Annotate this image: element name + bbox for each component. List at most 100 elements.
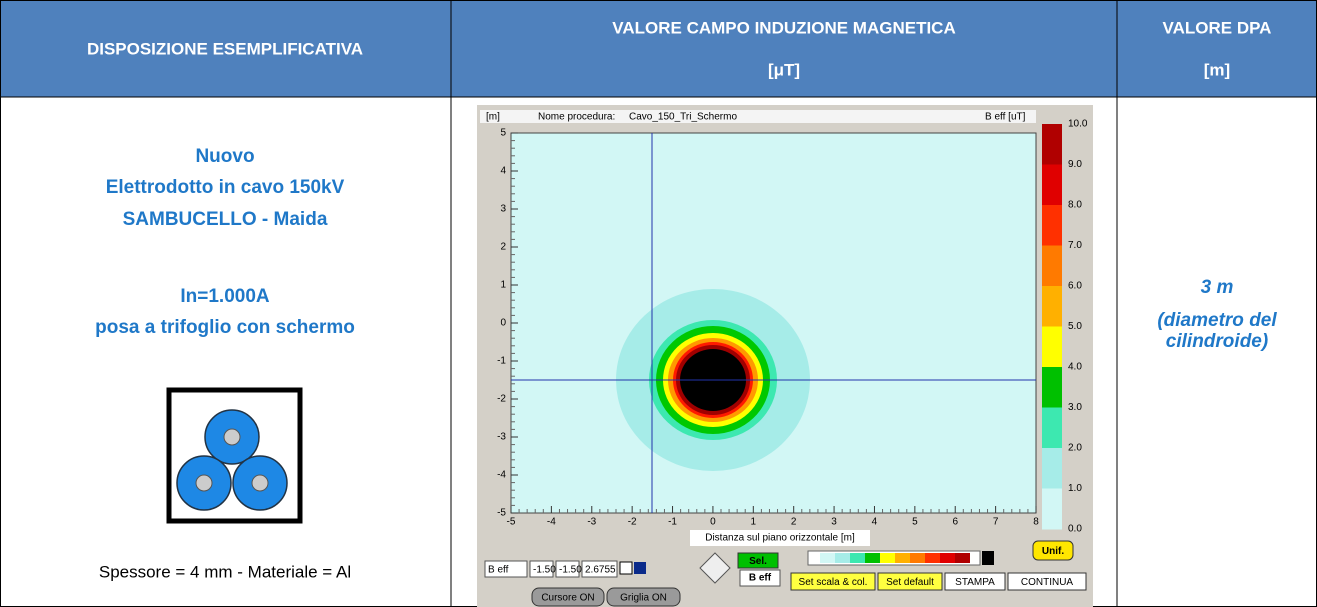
action-button[interactable] xyxy=(790,572,876,591)
y-tick-label: 4 xyxy=(500,166,506,177)
action-button-text: Set default xyxy=(886,577,934,588)
unif-button[interactable] xyxy=(1032,540,1074,561)
cell-text: posa a trifoglio con schermo xyxy=(95,317,355,338)
toggle-button-text: Cursore ON xyxy=(541,593,594,604)
x-tick-label: -3 xyxy=(587,517,596,528)
unif-button-text: Unif. xyxy=(1042,546,1064,557)
y-tick-label: -3 xyxy=(497,432,506,443)
procedure-name: Cavo_150_Tri_Schermo xyxy=(629,112,737,123)
header-text: [μT] xyxy=(768,60,800,79)
scale-segment xyxy=(1042,407,1062,449)
x-tick-label: -2 xyxy=(628,517,637,528)
header-text: DISPOSIZIONE ESEMPLIFICATIVA xyxy=(87,39,363,58)
strip-segment xyxy=(940,553,955,563)
y-tick-label: 1 xyxy=(500,280,506,291)
cursor-field xyxy=(484,560,528,578)
header-row xyxy=(0,0,1317,97)
strip-segment xyxy=(820,553,835,563)
x-tick-label: 4 xyxy=(872,517,878,528)
x-tick-label: -1 xyxy=(668,517,677,528)
y-tick-label: 2 xyxy=(500,242,506,253)
scale-segment xyxy=(1042,488,1062,530)
scale-segment xyxy=(1042,326,1062,368)
scale-label: 5.0 xyxy=(1068,321,1082,332)
sel-button[interactable] xyxy=(737,552,779,569)
sel-button-text: Sel. xyxy=(749,556,767,567)
cursor-field xyxy=(555,560,580,578)
cursor-field xyxy=(581,560,618,578)
dpa-value: 3 m xyxy=(1201,277,1234,298)
header-text: [m] xyxy=(1204,60,1230,79)
y-tick-label: -2 xyxy=(497,394,506,405)
sel-value: B eff xyxy=(749,573,772,584)
scale-label: 7.0 xyxy=(1068,240,1082,251)
x-tick-label: 8 xyxy=(1033,517,1039,528)
y-tick-label: -5 xyxy=(497,508,506,519)
y-tick-label: -1 xyxy=(497,356,506,367)
strip-segment xyxy=(880,553,895,563)
caption: Spessore = 4 mm - Materiale = Al xyxy=(99,562,351,581)
scale-segment xyxy=(1042,205,1062,246)
strip-segment xyxy=(895,553,910,563)
toggle-button[interactable] xyxy=(531,587,605,607)
dpa-note: cilindroide) xyxy=(1166,331,1268,352)
procedure-label: Nome procedura: xyxy=(538,112,615,123)
scale-label: 6.0 xyxy=(1068,281,1082,292)
toggle-button-text: Griglia ON xyxy=(620,593,667,604)
cursor-field xyxy=(529,560,554,578)
toggle-button[interactable] xyxy=(606,587,681,607)
scale-segment xyxy=(1042,448,1062,489)
x-tick-label: 6 xyxy=(952,517,958,528)
action-button[interactable] xyxy=(877,572,943,591)
x-tick-label: 2 xyxy=(791,517,797,528)
cell-text: Elettrodotto in cavo 150kV xyxy=(106,177,345,198)
scale-label: 9.0 xyxy=(1068,159,1082,170)
action-button-text: STAMPA xyxy=(955,577,995,588)
scale-label: 4.0 xyxy=(1068,362,1082,373)
dpa-note: (diametro del xyxy=(1157,310,1277,331)
cable-icon xyxy=(166,387,303,524)
scale-label: 3.0 xyxy=(1068,402,1082,413)
y-tick-label: 0 xyxy=(500,318,506,329)
y-tick-label: 3 xyxy=(500,204,506,215)
unit-label: [m] xyxy=(486,112,500,123)
action-button[interactable] xyxy=(944,572,1006,591)
x-tick-label: -4 xyxy=(547,517,556,528)
scale-label: 2.0 xyxy=(1068,443,1082,454)
sel-value-box xyxy=(739,569,781,587)
x-tick-label: 3 xyxy=(831,517,837,528)
header-text: VALORE DPA xyxy=(1163,18,1272,37)
strip-segment xyxy=(955,553,970,563)
cursor-field-text: 2.6755 xyxy=(585,565,616,576)
software-window xyxy=(477,105,1093,607)
scale-segment xyxy=(1042,367,1062,408)
cursor-field-text: -1.50 xyxy=(559,565,582,576)
cell-text: Nuovo xyxy=(195,146,254,167)
action-button-text: Set scala & col. xyxy=(799,577,868,588)
header-text: VALORE CAMPO INDUZIONE MAGNETICA xyxy=(612,18,955,37)
x-tick-label: 7 xyxy=(993,517,999,528)
scale-label: 8.0 xyxy=(1068,200,1082,211)
action-button[interactable] xyxy=(1007,572,1087,591)
y-tick-label: 5 xyxy=(500,128,506,139)
x-tick-label: 0 xyxy=(710,517,716,528)
x-tick-label: 5 xyxy=(912,517,918,528)
scale-segment xyxy=(1042,164,1062,206)
x-axis-label: Distanza sul piano orizzontale [m] xyxy=(705,533,855,544)
x-tick-label: 1 xyxy=(751,517,757,528)
action-button-text: CONTINUA xyxy=(1021,577,1074,588)
cursor-field-text: -1.50 xyxy=(533,565,556,576)
scale-unit: B eff [uT] xyxy=(985,112,1026,123)
strip-segment xyxy=(865,553,880,563)
scale-label: 0.0 xyxy=(1068,524,1082,535)
cursor-field-text: B eff xyxy=(488,565,509,576)
strip-segment xyxy=(850,553,865,563)
cell-text: SAMBUCELLO - Maida xyxy=(123,209,328,230)
y-tick-label: -4 xyxy=(497,470,506,481)
scale-segment xyxy=(1042,245,1062,287)
cell-text: In=1.000A xyxy=(180,286,270,307)
x-tick-label: -5 xyxy=(507,517,516,528)
scale-label: 1.0 xyxy=(1068,483,1082,494)
